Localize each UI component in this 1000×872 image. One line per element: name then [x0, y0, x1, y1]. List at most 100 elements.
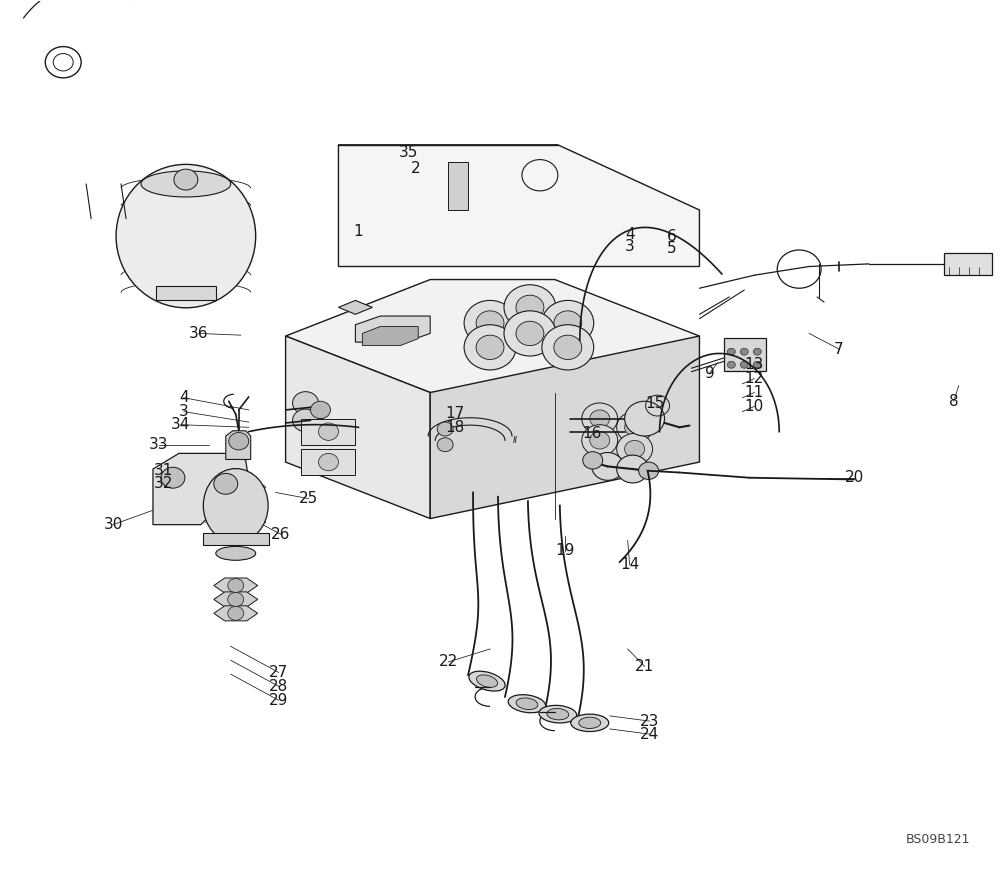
Text: 24: 24 [640, 726, 659, 742]
Circle shape [504, 310, 556, 356]
Circle shape [617, 412, 653, 443]
Text: 13: 13 [745, 358, 764, 372]
Circle shape [625, 440, 645, 458]
Ellipse shape [508, 695, 546, 712]
Circle shape [727, 348, 735, 355]
Text: 30: 30 [103, 517, 123, 532]
Polygon shape [430, 336, 699, 519]
Circle shape [311, 401, 330, 419]
Ellipse shape [476, 675, 498, 687]
Polygon shape [338, 145, 699, 267]
Text: 6: 6 [667, 228, 676, 243]
Circle shape [592, 453, 624, 480]
Polygon shape [226, 431, 251, 460]
Bar [448, 162, 468, 210]
Circle shape [437, 422, 453, 436]
Text: 12: 12 [745, 371, 764, 386]
Circle shape [311, 419, 330, 436]
Text: 21: 21 [635, 659, 654, 674]
Circle shape [228, 606, 244, 620]
Text: 7: 7 [834, 342, 844, 357]
Circle shape [639, 462, 659, 480]
Text: 22: 22 [439, 655, 458, 670]
Circle shape [437, 438, 453, 452]
Circle shape [174, 169, 198, 190]
Circle shape [464, 324, 516, 370]
Text: 5: 5 [667, 241, 676, 255]
Text: 17: 17 [446, 405, 465, 421]
Circle shape [542, 300, 594, 345]
Circle shape [582, 403, 618, 434]
Circle shape [740, 348, 748, 355]
Text: II: II [512, 436, 517, 445]
Circle shape [590, 410, 610, 427]
Bar [301, 419, 355, 445]
Text: 9: 9 [705, 366, 714, 381]
Circle shape [464, 300, 516, 345]
Ellipse shape [571, 714, 609, 732]
Circle shape [753, 348, 761, 355]
Text: 29: 29 [269, 692, 288, 708]
Text: 4: 4 [625, 227, 634, 242]
Bar [724, 337, 766, 371]
Circle shape [753, 361, 761, 368]
Polygon shape [156, 287, 216, 300]
Polygon shape [338, 300, 372, 314]
Circle shape [293, 392, 319, 414]
Polygon shape [286, 336, 430, 519]
Circle shape [319, 423, 338, 440]
Circle shape [582, 425, 618, 456]
Text: 15: 15 [645, 397, 664, 412]
Bar [944, 253, 992, 276]
Text: 18: 18 [446, 419, 465, 435]
Ellipse shape [141, 171, 231, 197]
Text: 11: 11 [745, 385, 764, 400]
Circle shape [214, 473, 238, 494]
Text: 36: 36 [189, 326, 209, 341]
Circle shape [554, 335, 582, 359]
Circle shape [161, 467, 185, 488]
Text: 1: 1 [354, 224, 363, 239]
Text: 4: 4 [179, 391, 189, 405]
Text: 31: 31 [154, 463, 174, 478]
Circle shape [476, 310, 504, 335]
Circle shape [727, 361, 735, 368]
Polygon shape [362, 326, 418, 345]
Ellipse shape [516, 698, 538, 710]
Ellipse shape [116, 164, 256, 308]
Circle shape [583, 452, 603, 469]
Bar [301, 449, 355, 475]
Circle shape [617, 433, 653, 465]
Circle shape [625, 419, 645, 436]
Polygon shape [286, 280, 699, 392]
Text: 34: 34 [171, 417, 191, 433]
Circle shape [228, 578, 244, 592]
Polygon shape [214, 578, 258, 593]
Text: 32: 32 [154, 476, 174, 491]
Text: 27: 27 [269, 665, 288, 680]
Circle shape [740, 361, 748, 368]
Polygon shape [214, 592, 258, 607]
Text: 8: 8 [949, 394, 959, 409]
Text: 3: 3 [179, 404, 189, 419]
Polygon shape [355, 316, 430, 342]
Circle shape [516, 296, 544, 319]
Circle shape [229, 433, 249, 450]
Ellipse shape [579, 717, 601, 728]
Circle shape [542, 324, 594, 370]
Ellipse shape [216, 547, 256, 561]
Text: 26: 26 [271, 527, 290, 542]
Circle shape [590, 432, 610, 449]
Text: 19: 19 [555, 543, 575, 558]
Circle shape [625, 401, 665, 436]
Circle shape [617, 455, 649, 483]
Text: 14: 14 [620, 557, 639, 572]
Text: 16: 16 [582, 426, 601, 441]
Text: BS09B121: BS09B121 [906, 834, 971, 846]
Ellipse shape [203, 468, 268, 542]
Ellipse shape [469, 671, 505, 691]
Circle shape [293, 409, 319, 432]
Text: 28: 28 [269, 678, 288, 694]
Text: 20: 20 [844, 470, 864, 485]
Circle shape [504, 285, 556, 330]
